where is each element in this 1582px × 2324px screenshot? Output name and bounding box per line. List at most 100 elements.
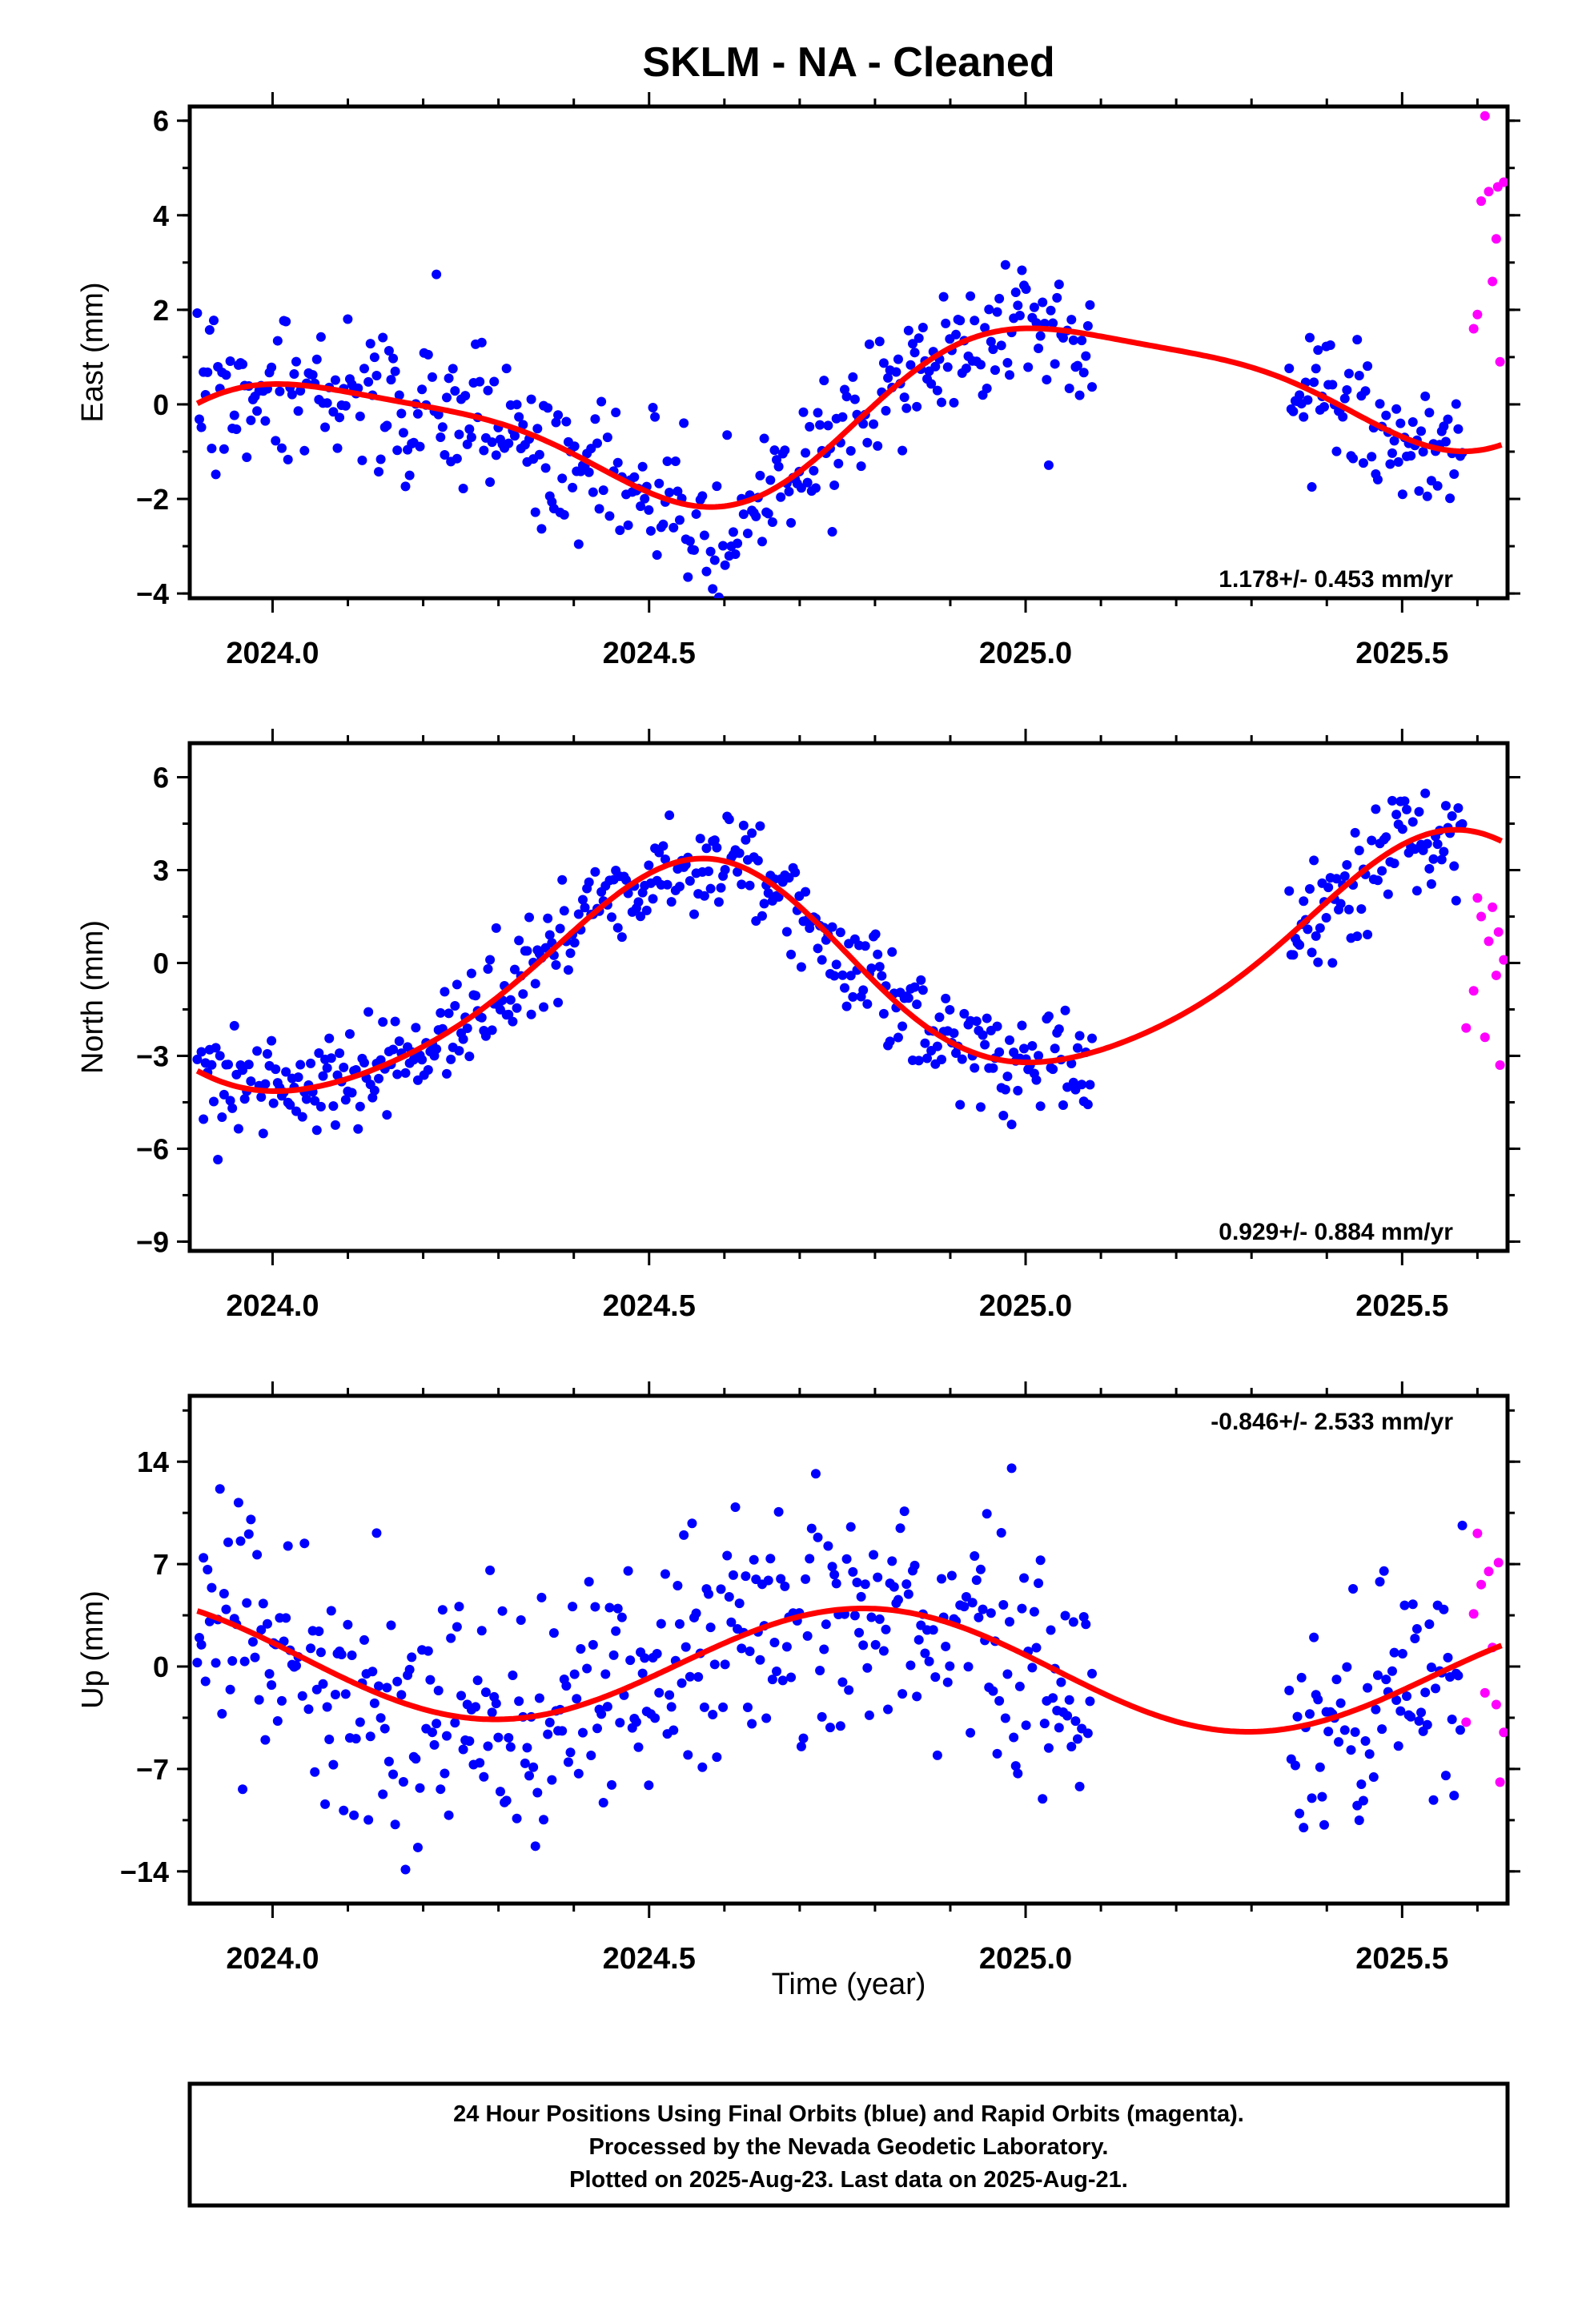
up-final-point	[1424, 1619, 1435, 1630]
up-final-point	[192, 1658, 203, 1668]
up-final-point	[264, 1669, 275, 1679]
east-final-point	[509, 431, 520, 441]
up-final-point	[495, 1787, 505, 1797]
north-final-point	[941, 993, 951, 1003]
east-final-point	[283, 454, 293, 464]
east-final-point	[475, 376, 485, 387]
north-final-point	[301, 1094, 311, 1104]
up-final-point	[512, 1813, 522, 1823]
up-final-point	[970, 1551, 980, 1562]
up-final-point	[920, 1648, 930, 1659]
east-final-point	[526, 394, 536, 404]
north-final-point	[874, 962, 885, 972]
east-final-point	[913, 333, 924, 344]
east-final-point	[738, 509, 749, 520]
east-final-point	[382, 420, 392, 431]
north-final-point	[970, 1063, 980, 1073]
up-final-point	[493, 1732, 504, 1743]
up-rapid-point	[1468, 1609, 1479, 1619]
north-final-point	[557, 875, 568, 885]
north-rapid-point	[1472, 893, 1483, 903]
east-final-point	[674, 515, 685, 525]
up-final-point	[1000, 1713, 1010, 1723]
north-panel: 2024.0 2024.5 2025.0 2025.5 6 3 0 −3 −6 −9 North (…	[76, 729, 1520, 1323]
north-final-point	[665, 810, 675, 821]
up-final-point	[687, 1518, 697, 1529]
east-final-point	[432, 269, 442, 279]
up-final-point	[281, 1613, 291, 1623]
up-final-point	[374, 1681, 384, 1691]
east-final-point	[353, 383, 363, 393]
up-final-point	[858, 1640, 869, 1651]
chart-title: SKLM - NA - Cleaned	[642, 39, 1054, 86]
north-final-point	[738, 820, 749, 830]
east-final-point	[1451, 399, 1461, 409]
up-final-point	[730, 1502, 741, 1513]
east-final-point	[543, 403, 553, 413]
north-final-point	[509, 964, 520, 975]
up-final-point	[371, 1528, 382, 1538]
up-final-point	[835, 1721, 845, 1731]
up-final-point	[612, 1603, 623, 1614]
up-final-point	[895, 1523, 905, 1534]
east-final-point	[204, 325, 215, 336]
north-final-point	[975, 1102, 986, 1112]
north-final-point	[841, 1001, 852, 1011]
north-final-point	[565, 948, 576, 959]
up-final-point	[1013, 1768, 1023, 1779]
north-final-point	[689, 909, 700, 919]
north-final-point	[378, 1017, 388, 1027]
east-final-point	[848, 372, 858, 382]
east-final-point	[357, 455, 367, 465]
up-final-point	[454, 1602, 464, 1612]
east-final-point	[874, 336, 885, 347]
up-final-point	[942, 1677, 953, 1687]
north-final-point	[992, 1021, 1002, 1031]
up-final-point	[365, 1731, 375, 1742]
east-final-point	[386, 375, 396, 385]
east-model-curve	[195, 325, 1503, 510]
east-final-point	[293, 406, 303, 416]
north-final-point	[866, 963, 877, 974]
east-final-point	[1339, 393, 1350, 404]
up-final-point	[673, 1581, 683, 1591]
up-final-point	[1371, 1704, 1381, 1715]
up-final-point	[1046, 1625, 1056, 1635]
up-final-point	[283, 1541, 293, 1551]
north-final-point	[344, 1029, 355, 1039]
north-final-point	[326, 1053, 336, 1063]
north-final-point	[1050, 1043, 1060, 1054]
east-final-point	[990, 365, 1000, 376]
north-final-point	[512, 1003, 522, 1013]
east-final-point	[1325, 340, 1335, 350]
up-final-point	[1307, 1793, 1317, 1803]
up-final-point	[747, 1719, 757, 1729]
up-final-point	[718, 1702, 729, 1712]
east-final-point	[596, 396, 607, 407]
up-final-point	[379, 1723, 390, 1734]
up-final-point	[674, 1618, 685, 1629]
up-final-point	[239, 1656, 250, 1667]
up-final-point	[238, 1784, 248, 1795]
east-final-point	[231, 424, 242, 435]
up-final-point	[1346, 1745, 1356, 1755]
up-final-point	[1389, 1647, 1399, 1658]
north-final-point	[297, 1112, 307, 1122]
east-final-point	[1406, 451, 1416, 461]
north-final-point	[827, 922, 837, 932]
north-final-point	[701, 843, 712, 854]
north-final-point	[223, 1059, 234, 1070]
east-final-point	[330, 375, 340, 385]
up-final-point	[806, 1523, 817, 1534]
up-final-point	[1313, 1695, 1323, 1705]
north-final-point	[835, 927, 845, 938]
east-final-point	[569, 441, 580, 452]
east-final-point	[986, 336, 996, 347]
east-final-point	[1358, 458, 1368, 468]
east-final-point	[454, 429, 464, 440]
up-x-ticks	[271, 1381, 1479, 1918]
north-final-point	[709, 835, 720, 846]
east-final-point	[388, 353, 399, 364]
up-final-point	[1323, 1727, 1334, 1737]
